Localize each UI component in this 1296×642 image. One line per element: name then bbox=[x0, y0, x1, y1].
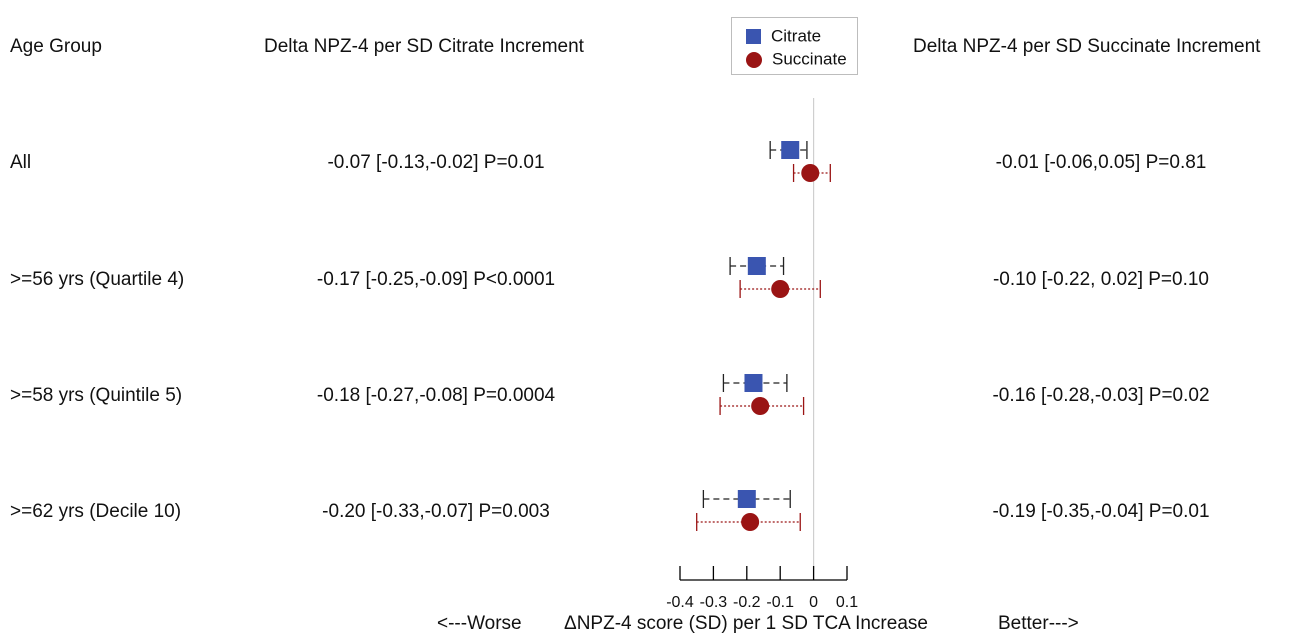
legend-label-citrate: Citrate bbox=[771, 26, 822, 46]
citrate-result-quintile5: -0.18 [-0.27,-0.08] P=0.0004 bbox=[316, 385, 556, 406]
succinate-result-decile10: -0.19 [-0.35,-0.04] P=0.01 bbox=[992, 501, 1210, 522]
succinate-point bbox=[741, 513, 760, 531]
citrate-point bbox=[781, 141, 800, 159]
succinate-point bbox=[751, 397, 770, 415]
citrate-result-quartile4: -0.17 [-0.25,-0.09] P<0.0001 bbox=[316, 269, 556, 290]
square-marker-icon bbox=[746, 29, 761, 45]
citrate-column-header: Delta NPZ-4 per SD Citrate Increment bbox=[264, 36, 584, 57]
legend: Citrate Succinate bbox=[731, 17, 858, 75]
citrate-point bbox=[737, 490, 756, 508]
row-label-decile10: >=62 yrs (Decile 10) bbox=[10, 501, 182, 522]
succinate-column-header: Delta NPZ-4 per SD Succinate Increment bbox=[913, 36, 1261, 57]
citrate-point bbox=[744, 374, 763, 392]
x-tick-label: -0.4 bbox=[666, 594, 694, 611]
x-tick-label: -0.3 bbox=[700, 594, 728, 611]
row-label-quintile5: >=58 yrs (Quintile 5) bbox=[10, 385, 183, 406]
row-label-quartile4: >=56 yrs (Quartile 4) bbox=[10, 269, 185, 290]
x-tick-label: 0.1 bbox=[836, 594, 858, 611]
better-direction-label: Better---> bbox=[998, 613, 1079, 634]
x-tick-label: 0 bbox=[809, 594, 818, 611]
circle-marker-icon bbox=[746, 51, 762, 68]
legend-label-succinate: Succinate bbox=[772, 49, 847, 69]
row-label-all: All bbox=[10, 152, 32, 173]
succinate-point bbox=[771, 280, 790, 298]
citrate-result-decile10: -0.20 [-0.33,-0.07] P=0.003 bbox=[322, 501, 550, 522]
legend-item-succinate: Succinate bbox=[746, 49, 847, 70]
citrate-point bbox=[747, 257, 766, 275]
legend-item-citrate: Citrate bbox=[746, 26, 821, 47]
x-tick-label: -0.1 bbox=[766, 594, 794, 611]
citrate-result-all: -0.07 [-0.13,-0.02] P=0.01 bbox=[327, 152, 545, 173]
succinate-result-all: -0.01 [-0.06,0.05] P=0.81 bbox=[995, 152, 1207, 173]
x-axis-title: ΔNPZ-4 score (SD) per 1 SD TCA Increase bbox=[564, 613, 928, 634]
worse-direction-label: <---Worse bbox=[437, 613, 522, 634]
succinate-point bbox=[801, 164, 820, 182]
age-group-header: Age Group bbox=[10, 36, 102, 57]
succinate-result-quintile5: -0.16 [-0.28,-0.03] P=0.02 bbox=[992, 385, 1210, 406]
succinate-result-quartile4: -0.10 [-0.22, 0.02] P=0.10 bbox=[992, 269, 1209, 290]
x-tick-label: -0.2 bbox=[733, 594, 761, 611]
